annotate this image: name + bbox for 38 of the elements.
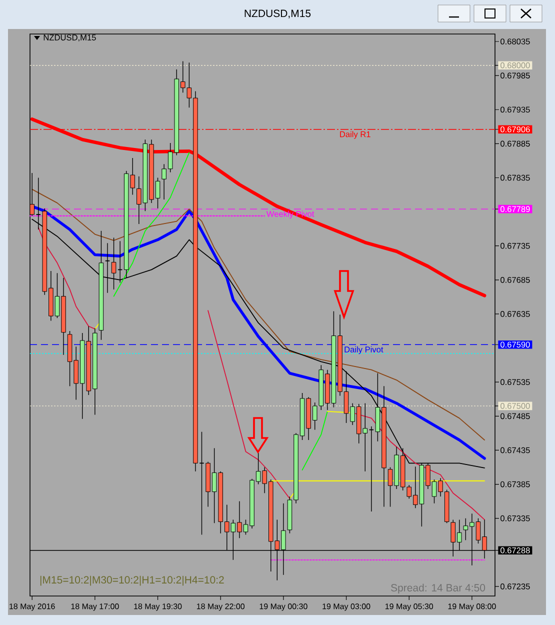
y-tick-label: 0.67500 [500,403,530,409]
y-tick-label: 0.67535 [500,379,530,386]
y-tick-label: 0.67906 [500,126,530,132]
y-tick-label: 0.67735 [500,242,530,249]
chart-title: NZDUSD,M15 [244,10,311,18]
annotation: Spread: 14 Bar 4:50 [391,584,486,594]
y-tick-label: 0.67985 [500,72,530,78]
chart-subtitle: NZDUSD,M15 [44,34,96,42]
candlestick [104,242,110,294]
x-tick-label: 19 May 08:00 [448,604,496,611]
y-tick-label: 0.67235 [500,584,530,590]
line-series [113,152,190,297]
x-tick-label: 18 May 19:30 [134,604,182,611]
y-tick-label: 0.67335 [500,515,530,522]
ref-line-label: Daily R1 [340,131,370,139]
y-tick-label: 0.67288 [500,547,530,554]
y-tick-label: 0.67435 [500,447,530,454]
y-tick-label: 0.67635 [500,311,530,317]
y-tick-label: 0.67685 [500,276,530,283]
y-tick-label: 0.67385 [500,481,530,488]
y-tick-label: 0.68000 [500,62,530,68]
candlestick [111,237,116,290]
y-tick-label: 0.67590 [500,342,530,348]
y-tick-label: 0.67835 [500,174,530,181]
x-tick-label: 18 May 2016 [10,604,55,611]
x-tick-label: 18 May 17:00 [71,604,119,611]
x-tick-label: 19 May 03:00 [322,604,370,611]
y-tick-label: 0.67935 [500,106,530,113]
y-tick-label: 0.68035 [500,38,530,44]
x-tick-label: 18 May 22:00 [196,604,245,611]
line-series [38,227,96,330]
y-tick-label: 0.67885 [500,140,530,147]
y-tick-label: 0.67789 [500,206,530,212]
x-tick-label: 19 May 00:30 [260,604,308,611]
x-tick-label: 19 May 05:30 [385,604,434,611]
ref-line-label: Daily Pivot [344,346,384,354]
annotation: |M15=10:2|M30=10:2|H1=10:2|H4=10:2 [40,576,224,586]
y-tick-label: 0.67485 [500,413,530,420]
